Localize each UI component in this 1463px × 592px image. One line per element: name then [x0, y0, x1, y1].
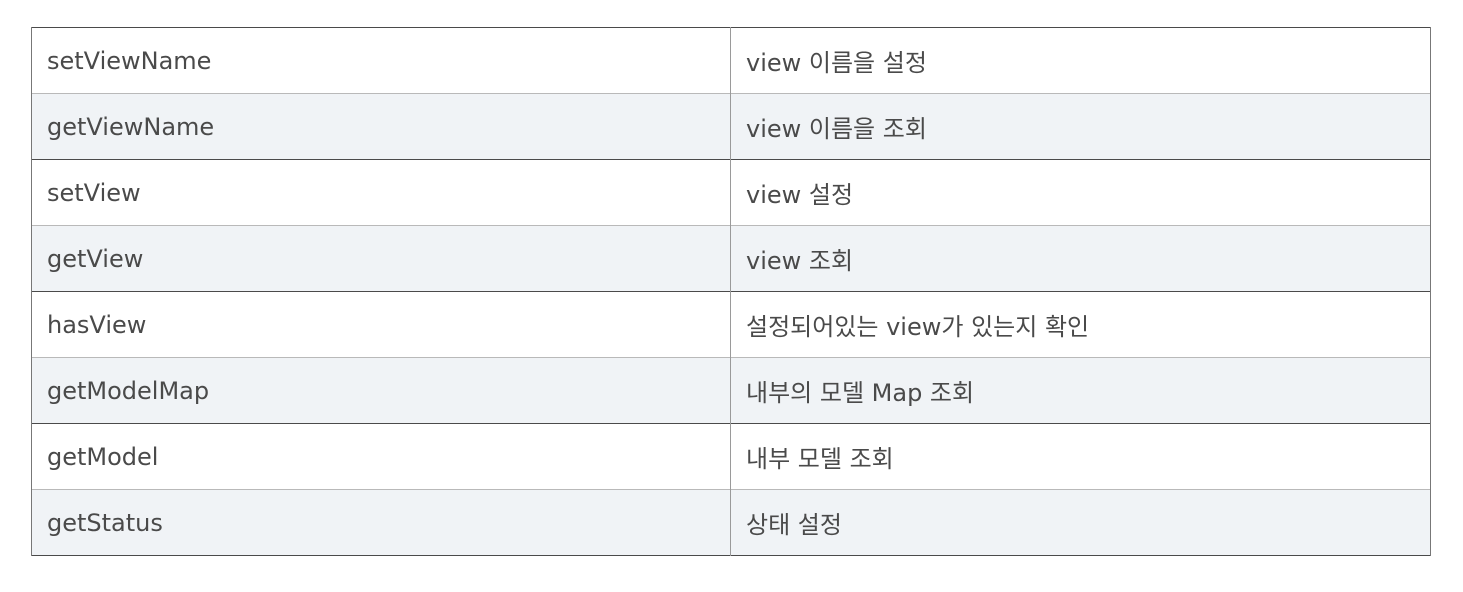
method-name-cell: getView	[31, 225, 731, 292]
method-description-cell: 상태 설정	[730, 489, 1431, 556]
table-row: getViewName view 이름을 조회	[31, 93, 1431, 160]
table-row: hasView 설정되어있는 view가 있는지 확인	[31, 291, 1431, 358]
method-name-cell: getModelMap	[31, 357, 731, 424]
method-table-container: setViewName view 이름을 설정 getViewName view…	[31, 27, 1431, 556]
method-name-cell: getStatus	[31, 489, 731, 556]
method-name-cell: hasView	[31, 291, 731, 358]
method-name-cell: getViewName	[31, 93, 731, 160]
table-row: getStatus 상태 설정	[31, 489, 1431, 556]
method-description-cell: view 조회	[730, 225, 1431, 292]
table-row: getModel 내부 모델 조회	[31, 423, 1431, 490]
method-description-cell: 내부 모델 조회	[730, 423, 1431, 490]
method-name-cell: setView	[31, 159, 731, 226]
method-name-cell: setViewName	[31, 27, 731, 94]
table-row: getModelMap 내부의 모델 Map 조회	[31, 357, 1431, 424]
method-description-cell: 내부의 모델 Map 조회	[730, 357, 1431, 424]
method-table: setViewName view 이름을 설정 getViewName view…	[31, 27, 1431, 556]
method-description-cell: view 설정	[730, 159, 1431, 226]
method-name-cell: getModel	[31, 423, 731, 490]
method-description-cell: view 이름을 조회	[730, 93, 1431, 160]
method-description-cell: view 이름을 설정	[730, 27, 1431, 94]
table-row: setView view 설정	[31, 159, 1431, 226]
table-row: getView view 조회	[31, 225, 1431, 292]
table-row: setViewName view 이름을 설정	[31, 27, 1431, 94]
method-description-cell: 설정되어있는 view가 있는지 확인	[730, 291, 1431, 358]
